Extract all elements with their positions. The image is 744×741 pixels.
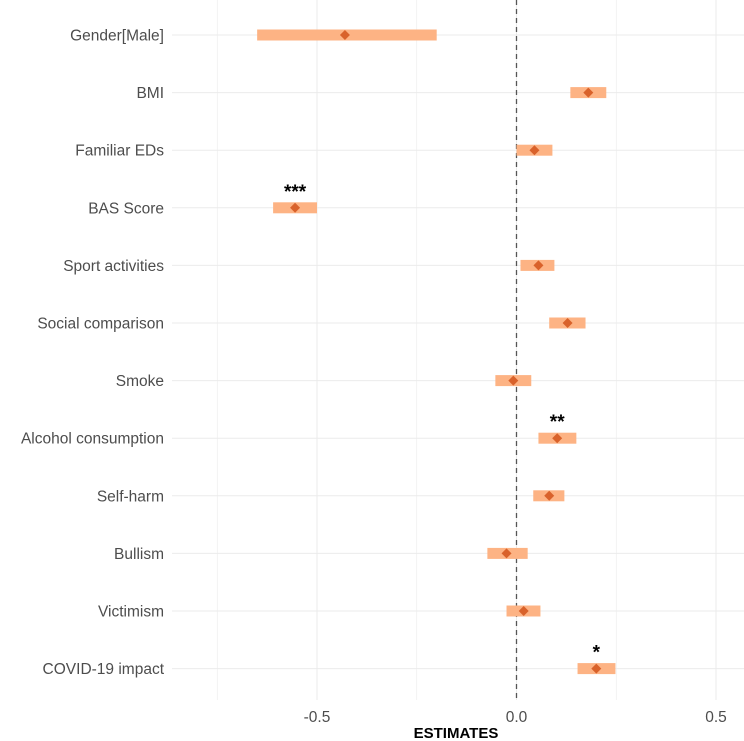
x-axis-ticks: -0.5 0.0 0.5 xyxy=(304,709,727,726)
x-tick-label: -0.5 xyxy=(304,709,331,726)
x-tick-label: 0.5 xyxy=(705,709,727,726)
y-axis-label: BAS Score xyxy=(88,200,164,217)
point-estimate xyxy=(529,145,540,156)
point-estimate xyxy=(552,433,563,444)
plot-panel xyxy=(172,0,744,700)
point-estimate xyxy=(290,202,301,213)
y-axis-label: Gender[Male] xyxy=(70,28,164,45)
y-axis-label: Smoke xyxy=(116,373,164,390)
y-axis-label: COVID-19 impact xyxy=(43,661,165,678)
y-axis-label: Familiar EDs xyxy=(75,143,164,160)
grid-lines xyxy=(172,0,744,700)
point-estimate xyxy=(562,318,573,328)
y-axis-label: BMI xyxy=(136,85,164,102)
y-axis-label: Social comparison xyxy=(37,316,164,333)
x-axis-title: ESTIMATES xyxy=(414,725,499,741)
point-estimate xyxy=(544,490,555,501)
point-estimate xyxy=(533,260,544,271)
significance-label: * xyxy=(593,643,601,664)
significance-label: *** xyxy=(284,182,307,203)
y-axis-label: Self-harm xyxy=(97,488,164,505)
point-estimate xyxy=(501,548,512,559)
estimate-marks: ****** xyxy=(257,29,616,675)
point-estimate xyxy=(583,87,594,98)
x-tick-label: 0.0 xyxy=(506,709,528,726)
y-axis-label: Victimism xyxy=(98,604,164,621)
y-axis-label: Bullism xyxy=(114,546,164,563)
y-axis-labels: Gender[Male] BMI Familiar EDs BAS Score Spor… xyxy=(21,28,165,679)
point-estimate xyxy=(518,606,529,616)
point-estimate xyxy=(591,663,602,674)
point-estimate xyxy=(339,30,350,40)
y-axis-label: Alcohol consumption xyxy=(21,431,164,448)
y-axis-label: Sport activities xyxy=(63,258,164,275)
significance-label: ** xyxy=(550,412,565,433)
point-estimate xyxy=(508,375,519,386)
